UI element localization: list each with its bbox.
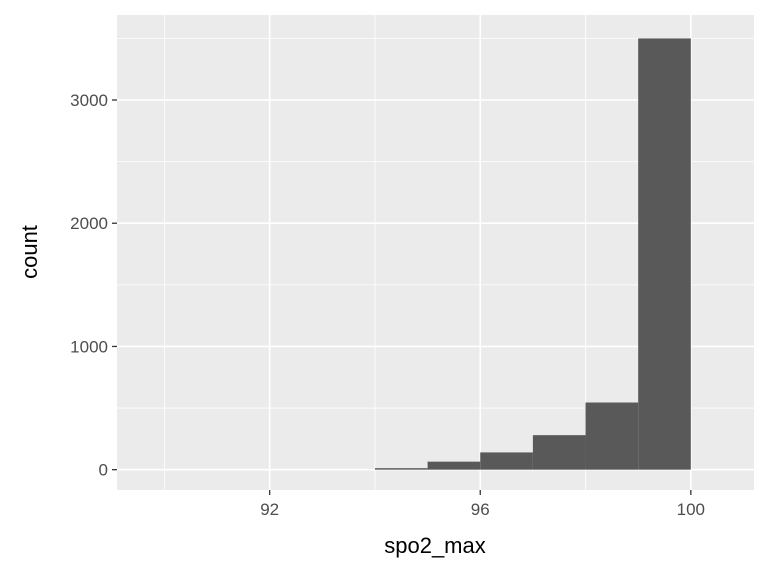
- y-axis: 0 1000 2000 3000: [70, 91, 117, 480]
- x-tick-label: 100: [677, 500, 705, 519]
- y-axis-title: count: [17, 225, 42, 279]
- histogram-bar: [480, 452, 533, 470]
- histogram-bar: [374, 468, 428, 470]
- histogram-bars: [374, 38, 691, 470]
- x-axis: 92 96 100: [260, 490, 705, 519]
- y-tick-label: 2000: [70, 214, 108, 233]
- y-tick-label: 0: [99, 461, 108, 480]
- y-tick-label: 3000: [70, 91, 108, 110]
- histogram-bar: [427, 461, 481, 470]
- histogram-bar: [532, 435, 586, 470]
- x-tick-label: 92: [260, 500, 279, 519]
- histogram-bar: [638, 38, 691, 470]
- x-tick-label: 96: [471, 500, 490, 519]
- y-tick-label: 1000: [70, 337, 108, 356]
- histogram-bar: [585, 402, 639, 470]
- x-axis-title: spo2_max: [384, 533, 486, 558]
